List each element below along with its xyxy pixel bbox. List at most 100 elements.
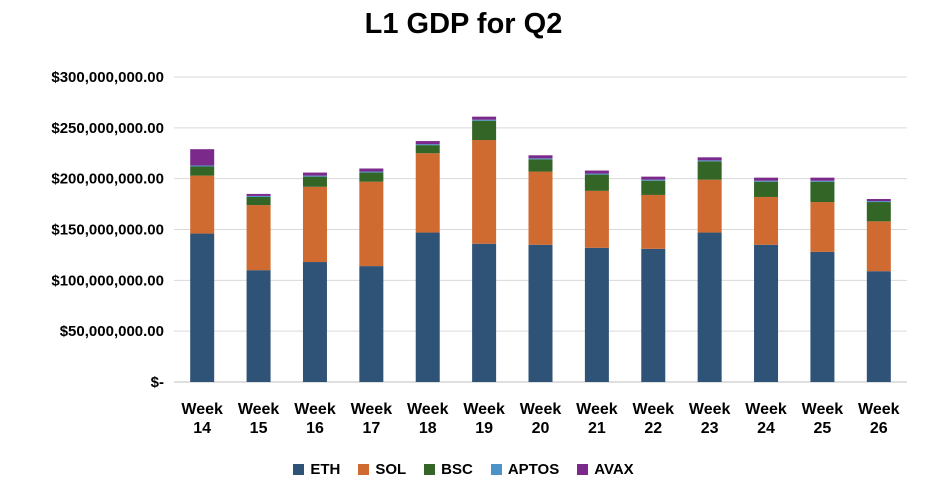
bar-segment-sol	[697, 179, 722, 233]
bar-segment-aptos	[528, 158, 553, 160]
bar-segment-sol	[472, 140, 497, 244]
bar-segment-aptos	[472, 119, 497, 121]
legend-swatch-avax	[577, 464, 589, 475]
legend-label-aptos: APTOS	[507, 461, 560, 478]
bar-segment-aptos	[754, 180, 779, 182]
bar-segment-eth	[246, 270, 271, 382]
bar-segment-aptos	[810, 180, 835, 182]
bar-segment-aptos	[302, 175, 327, 177]
bar-segment-sol	[584, 190, 609, 248]
x-tick-label: Week 20	[520, 401, 562, 437]
bar-segment-aptos	[415, 144, 440, 146]
y-tick-label: $150,000,000.00	[51, 222, 164, 239]
bar-segment-sol	[246, 205, 271, 271]
bar-segment-avax	[472, 116, 497, 120]
bar-segment-aptos	[697, 160, 722, 162]
legend-swatch-eth	[293, 464, 305, 475]
y-tick-label: $-	[151, 374, 164, 391]
bar-segment-avax	[697, 157, 722, 161]
bar-segment-avax	[190, 149, 215, 166]
legend-item-bsc: BSC	[424, 461, 473, 478]
legend-swatch-aptos	[490, 464, 502, 475]
bar-segment-sol	[641, 194, 666, 249]
legend-label-sol: SOL	[375, 461, 407, 478]
legend-label-bsc: BSC	[441, 461, 473, 478]
x-tick-label: Week 22	[633, 401, 675, 437]
legend-item-sol: SOL	[358, 461, 406, 478]
bar-segment-avax	[415, 141, 440, 145]
y-tick-label: $200,000,000.00	[51, 171, 164, 188]
bar-segment-sol	[866, 221, 891, 272]
bar-segment-eth	[754, 244, 779, 382]
legend-item-aptos: APTOS	[490, 461, 560, 478]
bar-segment-avax	[866, 199, 891, 202]
bar-segment-eth	[359, 266, 384, 382]
legend-item-avax: AVAX	[577, 461, 634, 478]
bar-segment-bsc	[415, 145, 440, 154]
bar-segment-sol	[528, 171, 553, 245]
bar-segment-avax	[359, 168, 384, 172]
bar-segment-eth	[190, 233, 215, 382]
bar-segment-eth	[528, 244, 553, 382]
bar-segment-bsc	[810, 181, 835, 203]
bar-segment-sol	[754, 196, 779, 245]
legend: ETH SOL BSC APTOS AVAX	[0, 461, 927, 478]
bar-segment-aptos	[866, 201, 891, 203]
bar-segment-bsc	[302, 176, 327, 187]
bar-segment-eth	[584, 247, 609, 382]
bar-segment-sol	[810, 202, 835, 252]
y-tick-label: $250,000,000.00	[51, 120, 164, 137]
bar-segment-sol	[190, 175, 215, 234]
bar-segment-avax	[754, 177, 779, 181]
bar-segment-sol	[359, 181, 384, 267]
bar-segment-eth	[641, 248, 666, 382]
x-tick-label: Week 21	[576, 401, 618, 437]
x-tick-label: Week 17	[351, 401, 393, 437]
bar-segment-bsc	[584, 174, 609, 191]
y-tick-label: $300,000,000.00	[51, 69, 164, 86]
legend-label-avax: AVAX	[594, 461, 634, 478]
x-tick-label: Week 23	[689, 401, 731, 437]
bar-segment-bsc	[359, 172, 384, 182]
x-tick-label: Week 24	[745, 401, 787, 437]
bar-segment-avax	[584, 170, 609, 174]
chart-title: L1 GDP for Q2	[364, 8, 563, 40]
bar-segment-sol	[302, 186, 327, 263]
bar-segment-avax	[246, 193, 271, 196]
bar-segment-avax	[810, 177, 835, 181]
x-tick-label: Week 16	[294, 401, 336, 437]
x-tick-label: Week 25	[802, 401, 844, 437]
bar-segment-bsc	[697, 161, 722, 180]
bar-segment-aptos	[359, 171, 384, 173]
bar-segment-avax	[528, 155, 553, 159]
legend-swatch-bsc	[424, 464, 436, 475]
bar-segment-bsc	[472, 120, 497, 141]
bar-segment-bsc	[866, 202, 891, 222]
bar-segment-bsc	[246, 196, 271, 206]
bar-segment-eth	[302, 262, 327, 382]
legend-swatch-sol	[358, 464, 370, 475]
bar-segment-eth	[866, 271, 891, 382]
bar-segment-aptos	[190, 165, 215, 167]
bar-segment-avax	[641, 176, 666, 180]
legend-label-eth: ETH	[310, 461, 341, 478]
bar-segment-aptos	[641, 179, 666, 181]
bar-segment-bsc	[190, 166, 215, 176]
x-tick-label: Week 14	[181, 401, 223, 437]
bar-segment-eth	[415, 232, 440, 382]
bar-segment-eth	[697, 232, 722, 382]
y-tick-label: $50,000,000.00	[60, 323, 164, 340]
x-tick-label: Week 18	[407, 401, 449, 437]
bar-segment-eth	[472, 243, 497, 382]
bar-segment-bsc	[754, 181, 779, 197]
bar-segment-avax	[302, 172, 327, 176]
x-tick-label: Week 19	[463, 401, 505, 437]
bar-segment-bsc	[641, 180, 666, 195]
x-tick-label: Week 15	[238, 401, 280, 437]
bar-segment-aptos	[584, 173, 609, 175]
bar-segment-bsc	[528, 159, 553, 172]
x-tick-label: Week 26	[858, 401, 900, 437]
y-tick-label: $100,000,000.00	[51, 272, 164, 289]
legend-item-eth: ETH	[293, 461, 340, 478]
